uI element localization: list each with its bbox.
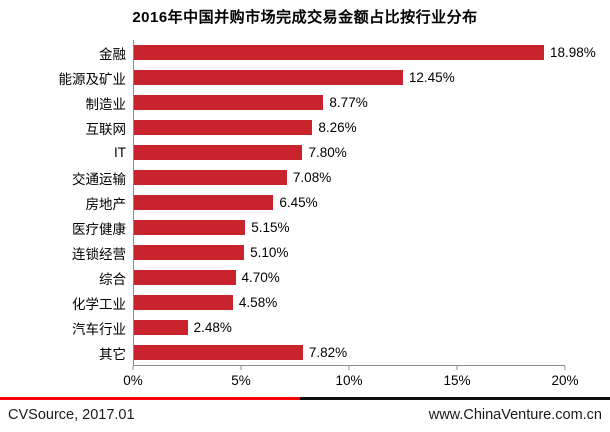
bar-track: 7.80% [133, 140, 566, 165]
axis-tick-label: 20% [551, 373, 579, 388]
bar-rows: 金融 18.98% 能源及矿业 12.45% 制造业 8.77% 互联网 8.2… [0, 40, 610, 365]
value-label: 5.15% [251, 220, 290, 235]
footer: CVSource, 2017.01 www.ChinaVenture.com.c… [0, 400, 610, 423]
value-label: 6.45% [279, 195, 318, 210]
category-label: 化学工业 [72, 296, 126, 312]
bar [134, 320, 188, 335]
bar-track: 4.70% [133, 265, 566, 290]
bar-row: 汽车行业 2.48% [0, 315, 610, 340]
value-label: 7.08% [292, 170, 332, 185]
category-label: IT [114, 145, 126, 160]
source-label: CVSource, 2017.01 [8, 407, 135, 423]
bar-row: 交通运输 7.08% [0, 165, 610, 190]
value-label: 4.70% [241, 270, 280, 285]
divider-red-segment [0, 397, 300, 400]
category-label: 其它 [99, 346, 126, 362]
bar [134, 170, 287, 185]
bar-track: 5.15% [133, 215, 566, 240]
website-label: www.ChinaVenture.com.cn [428, 407, 602, 423]
bar [134, 45, 544, 60]
bar-chart: 金融 18.98% 能源及矿业 12.45% 制造业 8.77% 互联网 8.2… [0, 40, 610, 394]
value-label: 2.48% [193, 320, 232, 335]
brand-divider [0, 397, 610, 400]
axis-tick-label: 0% [123, 373, 143, 388]
bar [134, 195, 274, 210]
axis-tick [240, 366, 242, 370]
bar-row: 制造业 8.77% [0, 90, 610, 115]
value-label: 8.26% [318, 120, 357, 135]
chart-title: 2016年中国并购市场完成交易金额占比按行业分布 [132, 9, 478, 26]
bar-row: 医疗健康 5.15% [0, 215, 610, 240]
bar [134, 145, 303, 160]
bar-row: 化学工业 4.58% [0, 290, 610, 315]
bar-track: 7.82% [133, 340, 566, 365]
value-label: 5.10% [250, 245, 289, 260]
bar-track: 8.77% [133, 90, 566, 115]
category-label: 医疗健康 [72, 221, 126, 237]
bar [134, 245, 245, 260]
value-label: 18.98% [549, 45, 596, 60]
category-label: 能源及矿业 [58, 71, 127, 87]
x-axis-ticks: 0% 5% 10% 15% 20% [123, 365, 579, 394]
axis-tick-label: 5% [231, 373, 251, 388]
bar-row: 房地产 6.45% [0, 190, 610, 215]
x-axis: 0% 5% 10% 15% 20% [0, 365, 610, 394]
category-label: 金融 [99, 46, 126, 62]
bar-row: 其它 7.82% [0, 340, 610, 365]
bar-track: 7.08% [133, 165, 566, 190]
value-label: 7.82% [308, 345, 348, 360]
category-label: 制造业 [85, 96, 127, 112]
value-label: 12.45% [408, 70, 455, 85]
axis-tick [456, 366, 458, 370]
bar [134, 95, 324, 110]
bar [134, 295, 233, 310]
category-label: 房地产 [85, 196, 127, 212]
axis-tick [564, 366, 566, 370]
bar-track: 4.58% [133, 290, 566, 315]
category-label: 汽车行业 [72, 321, 126, 337]
value-label: 8.77% [329, 95, 368, 110]
bar [134, 345, 303, 360]
axis-tick-label: 10% [335, 373, 363, 388]
category-label: 交通运输 [72, 171, 126, 187]
category-label: 互联网 [85, 121, 127, 137]
bar-track: 18.98% [133, 40, 596, 65]
bar [134, 270, 236, 285]
axis-tick [348, 366, 350, 370]
bar-track: 12.45% [133, 65, 566, 90]
bar-row: IT 7.80% [0, 140, 610, 165]
category-label: 连锁经营 [72, 246, 126, 262]
bar-track: 6.45% [133, 190, 566, 215]
axis-tick-label: 15% [443, 373, 471, 388]
axis-spacer [0, 365, 133, 394]
category-label: 综合 [99, 271, 126, 287]
bar-track: 2.48% [133, 315, 566, 340]
bar-track: 5.10% [133, 240, 566, 265]
axis-tick [132, 366, 134, 370]
bar-row: 金融 18.98% [0, 40, 610, 65]
bar [134, 220, 246, 235]
bar-row: 综合 4.70% [0, 265, 610, 290]
bar-row: 连锁经营 5.10% [0, 240, 610, 265]
bar-track: 8.26% [133, 115, 566, 140]
value-label: 7.80% [308, 145, 347, 160]
bar [134, 120, 313, 135]
bar [134, 70, 403, 85]
value-label: 4.58% [238, 295, 278, 310]
divider-black-segment [300, 397, 610, 400]
bar-row: 互联网 8.26% [0, 115, 610, 140]
bar-row: 能源及矿业 12.45% [0, 65, 610, 90]
